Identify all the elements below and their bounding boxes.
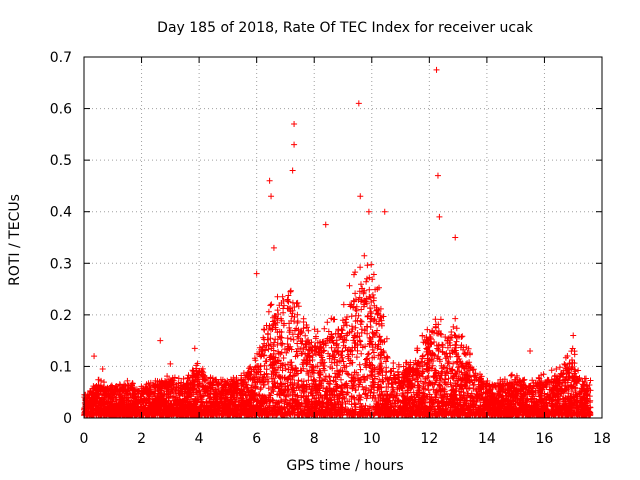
roti-point-cloud — [81, 252, 594, 419]
roti-point — [322, 221, 329, 228]
roti-point — [357, 193, 364, 200]
roti-point — [191, 345, 198, 352]
y-tick-label: 0.7 — [50, 50, 72, 66]
y-tick-label: 0.4 — [50, 205, 72, 221]
x-tick-label: 10 — [363, 431, 381, 447]
x-tick-label: 0 — [80, 431, 89, 447]
roti-point — [289, 167, 296, 174]
y-tick-label: 0.3 — [50, 256, 72, 272]
x-tick-label: 2 — [137, 431, 146, 447]
roti-point — [167, 360, 174, 367]
x-tick-label: 12 — [420, 431, 438, 447]
y-tick-label: 0.6 — [50, 102, 72, 118]
x-axis-label: GPS time / hours — [286, 458, 403, 474]
x-tick-label: 16 — [536, 431, 554, 447]
y-axis-label: ROTI / TECUs — [7, 194, 23, 286]
y-tick-label: 0 — [63, 411, 72, 427]
roti-point — [291, 141, 298, 148]
roti-point — [253, 270, 260, 277]
x-tick-label: 6 — [252, 431, 261, 447]
x-tick-label: 18 — [593, 431, 611, 447]
roti-point — [381, 208, 388, 215]
x-tick-label: 8 — [310, 431, 319, 447]
roti-point — [157, 337, 164, 344]
roti-point — [99, 366, 106, 373]
roti-point — [433, 66, 440, 73]
plot-frame — [83, 56, 603, 419]
roti-point — [365, 208, 372, 215]
chart-title: Day 185 of 2018, Rate Of TEC Index for r… — [157, 20, 534, 36]
y-tick-label: 0.5 — [50, 153, 72, 169]
roti-point — [436, 213, 443, 220]
roti-point — [91, 353, 98, 360]
roti-point — [291, 121, 298, 128]
x-tick-label: 4 — [195, 431, 204, 447]
roti-point — [434, 172, 441, 179]
data-series — [81, 66, 594, 419]
roti-point — [270, 244, 277, 251]
grid — [84, 57, 602, 418]
roti-point — [268, 193, 275, 200]
roti-point — [355, 100, 362, 107]
axis-ticks: 0 2 4 6 8 10 12 14 16 18 0 0.1 0.2 0.3 0.4 0.5 0.6 0.7 — [50, 50, 611, 447]
roti-point — [570, 332, 577, 339]
x-tick-label: 14 — [478, 431, 496, 447]
roti-point — [452, 234, 459, 241]
y-tick-label: 0.1 — [50, 359, 72, 375]
y-tick-label: 0.2 — [50, 308, 72, 324]
roti-point — [527, 347, 534, 354]
roti-point — [266, 177, 273, 184]
